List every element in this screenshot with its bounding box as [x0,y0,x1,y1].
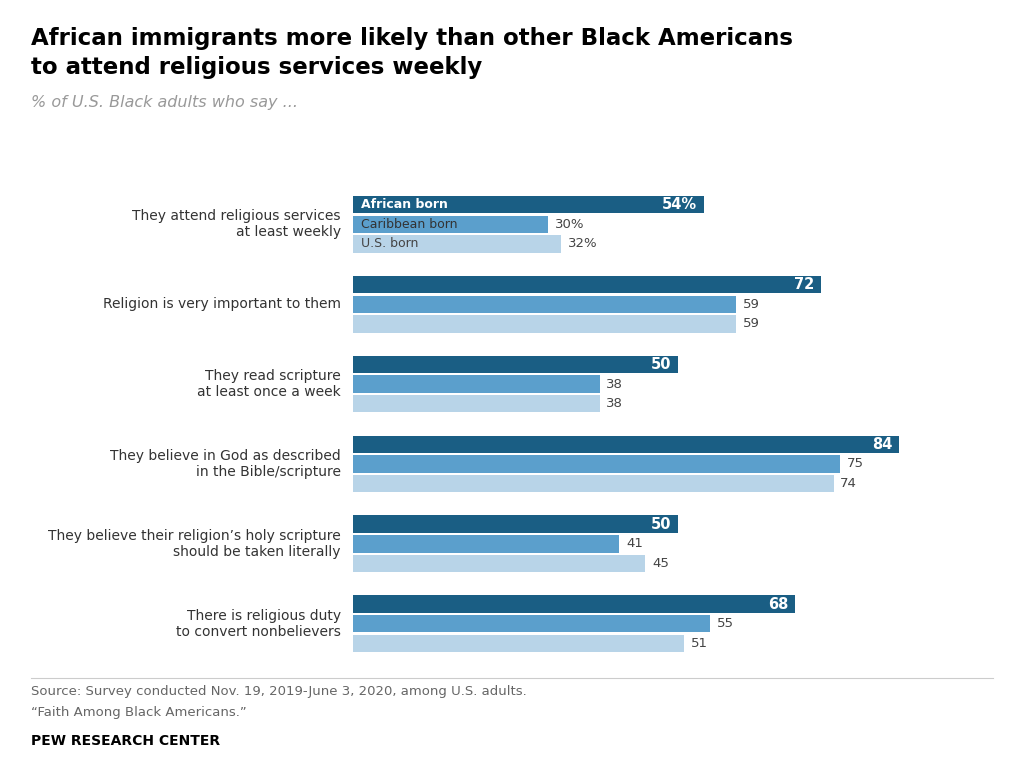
Text: to attend religious services weekly: to attend religious services weekly [31,56,482,79]
Text: They read scripture
at least once a week: They read scripture at least once a week [198,369,341,399]
Bar [353,555,645,572]
Bar [353,615,711,633]
Text: There is religious duty
to convert nonbelievers: There is religious duty to convert nonbe… [176,608,341,639]
Text: They attend religious services
at least weekly: They attend religious services at least … [132,209,341,240]
Bar [353,216,548,233]
Text: 84: 84 [871,436,892,452]
Text: Caribbean born: Caribbean born [361,218,458,231]
Text: 72: 72 [794,277,814,292]
Text: They believe their religion’s holy scripture
should be taken literally: They believe their religion’s holy scrip… [48,529,341,559]
Bar [353,635,684,652]
Bar [353,475,834,492]
Text: 41: 41 [626,538,643,550]
Bar [353,375,600,393]
Text: 55: 55 [717,617,734,630]
Bar [353,296,736,313]
Text: 59: 59 [742,317,760,331]
Text: 50: 50 [651,517,672,531]
Bar [353,276,820,293]
Text: 54%: 54% [663,198,697,212]
Bar [353,535,620,552]
Bar [353,196,703,213]
Text: 30%: 30% [555,218,584,231]
Text: 59: 59 [742,298,760,310]
Text: Source: Survey conducted Nov. 19, 2019-June 3, 2020, among U.S. adults.: Source: Survey conducted Nov. 19, 2019-J… [31,685,526,698]
Text: 75: 75 [847,457,863,471]
Text: “Faith Among Black Americans.”: “Faith Among Black Americans.” [31,706,247,719]
Bar [353,235,561,253]
Bar [353,315,736,332]
Text: % of U.S. Black adults who say ...: % of U.S. Black adults who say ... [31,95,298,110]
Text: Religion is very important to them: Religion is very important to them [103,297,341,311]
Text: African immigrants more likely than other Black Americans: African immigrants more likely than othe… [31,27,793,51]
Bar [353,516,678,533]
Text: African born: African born [361,198,447,212]
Text: 38: 38 [606,398,624,410]
Bar [353,356,678,373]
Bar [353,436,899,453]
Text: 74: 74 [841,477,857,490]
Text: U.S. born: U.S. born [361,237,419,251]
Text: They believe in God as described
in the Bible/scripture: They believe in God as described in the … [111,449,341,479]
Bar [353,455,841,473]
Text: 45: 45 [652,557,669,570]
Text: 50: 50 [651,357,672,372]
Bar [353,395,600,412]
Text: 68: 68 [768,597,788,612]
Text: PEW RESEARCH CENTER: PEW RESEARCH CENTER [31,734,220,748]
Text: 32%: 32% [567,237,597,251]
Text: 51: 51 [691,636,708,650]
Bar [353,595,795,613]
Text: 38: 38 [606,377,624,391]
